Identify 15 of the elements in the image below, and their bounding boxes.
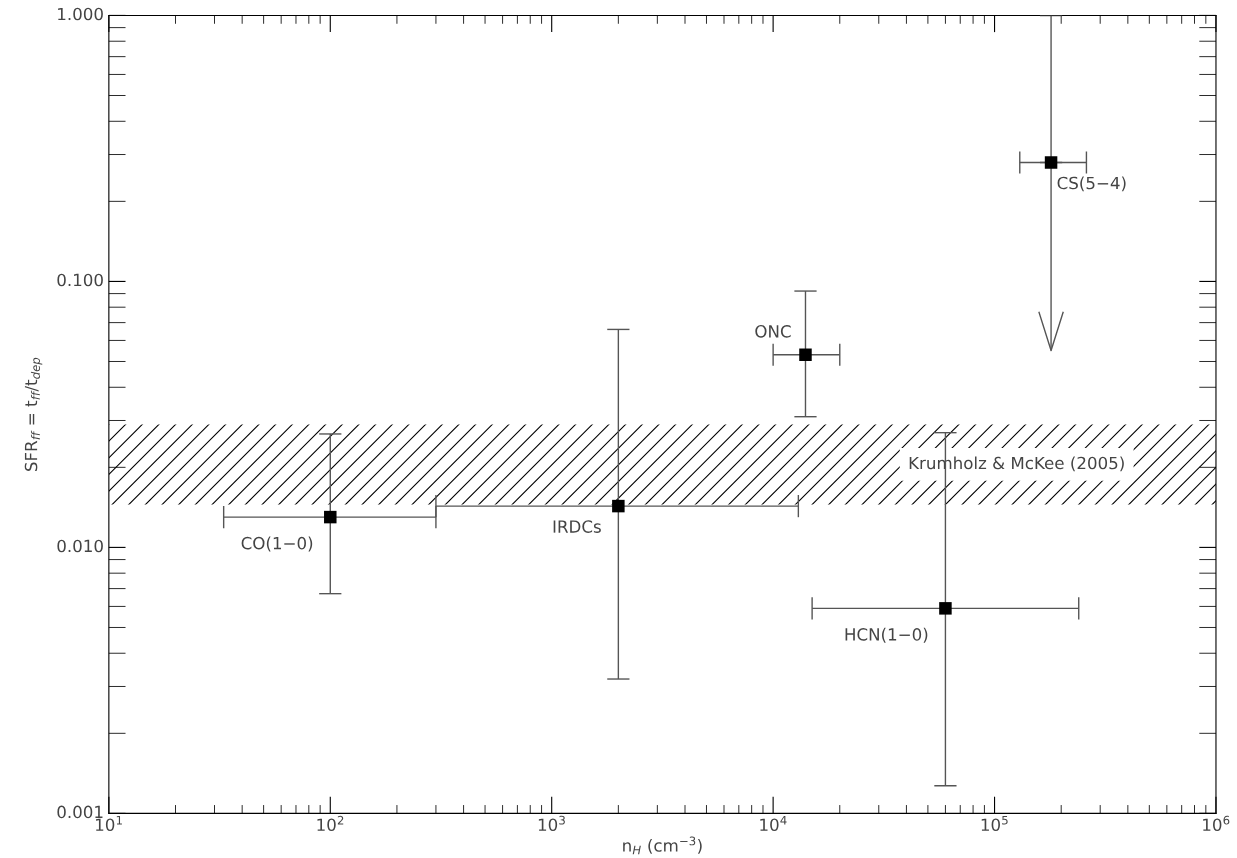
annotation: CS(5−4) [1057, 176, 1126, 192]
annotation: IRDCs [553, 520, 601, 533]
x-tick-label: 10$^{5}$ [981, 815, 1008, 832]
y-tick-label: 1.000 [58, 7, 103, 21]
x-tick-label: 10$^{6}$ [1203, 815, 1230, 832]
annotation: HCN(1−0) [845, 627, 928, 643]
annotation: ONC [755, 325, 791, 338]
annotation: CO(1−0) [241, 536, 313, 552]
x-tick-label: 10$^{3}$ [538, 815, 565, 832]
x-tick-label: 10$^{2}$ [317, 815, 344, 832]
y-axis-title: SFR$_{ff}$ = t$_{ff}$/t$_{dep}$ [24, 357, 43, 471]
x-tick-label: 10$^{4}$ [760, 815, 787, 832]
y-tick-label: 0.010 [57, 539, 103, 553]
y-tick-label: 0.100 [57, 273, 103, 287]
x-axis-title: n$_{H}$ (cm$^{−3}$) [623, 836, 702, 855]
